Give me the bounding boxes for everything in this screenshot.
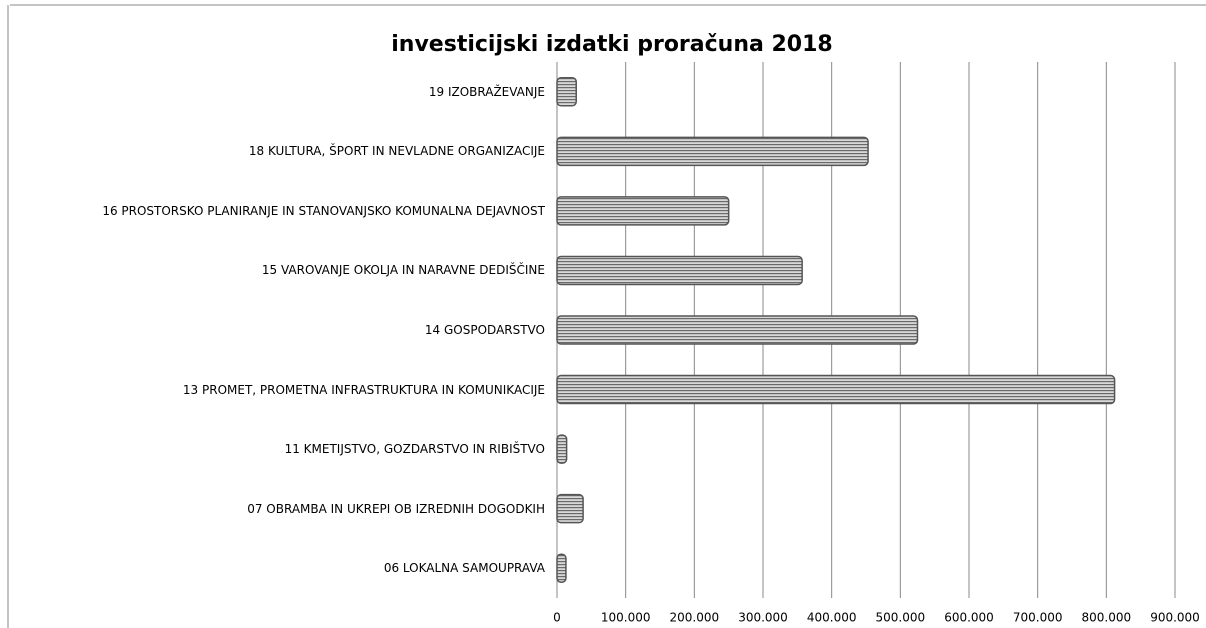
y-tick-label: 07 OBRAMBA IN UKREPI OB IZREDNIH DOGODKI… xyxy=(247,501,545,516)
x-tick-label: 200.000 xyxy=(670,611,720,625)
x-tick-label: 700.000 xyxy=(1013,611,1063,625)
y-tick-label: 13 PROMET, PROMETNA INFRASTRUKTURA IN KO… xyxy=(182,382,545,397)
bar xyxy=(556,315,919,345)
x-tick-label: 400.000 xyxy=(807,611,857,625)
bar xyxy=(556,553,567,583)
bar xyxy=(556,196,730,226)
bar xyxy=(556,255,803,286)
y-tick-label: 18 KULTURA, ŠPORT IN NEVLADNE ORGANIZACI… xyxy=(248,144,545,159)
y-tick-label: 19 IZOBRAŽEVANJE xyxy=(428,84,545,99)
x-tick-label: 300.000 xyxy=(738,611,788,625)
y-tick-label: 11 KMETIJSTVO, GOZDARSTVO IN RIBIŠTVO xyxy=(284,442,545,457)
x-tick-label: 500.000 xyxy=(876,611,926,625)
bar xyxy=(556,136,869,167)
x-tick-label: 600.000 xyxy=(944,611,994,625)
bar xyxy=(556,434,568,464)
chart-title: investicijski izdatki proračuna 2018 xyxy=(391,32,832,57)
bar xyxy=(556,374,1116,405)
x-tick-label: 100.000 xyxy=(601,611,651,625)
bar xyxy=(556,493,584,524)
x-tick-label: 900.000 xyxy=(1150,611,1200,625)
x-tick-label: 0 xyxy=(553,611,561,625)
y-tick-label: 14 GOSPODARSTVO xyxy=(424,323,545,337)
y-tick-label: 15 VAROVANJE OKOLJA IN NARAVNE DEDIŠČINE xyxy=(261,263,545,278)
x-tick-label: 800.000 xyxy=(1082,611,1132,625)
bar xyxy=(556,77,577,107)
y-tick-label: 06 LOKALNA SAMOUPRAVA xyxy=(383,561,545,576)
y-tick-label: 16 PROSTORSKO PLANIRANJE IN STANOVANJSKO… xyxy=(102,203,545,218)
